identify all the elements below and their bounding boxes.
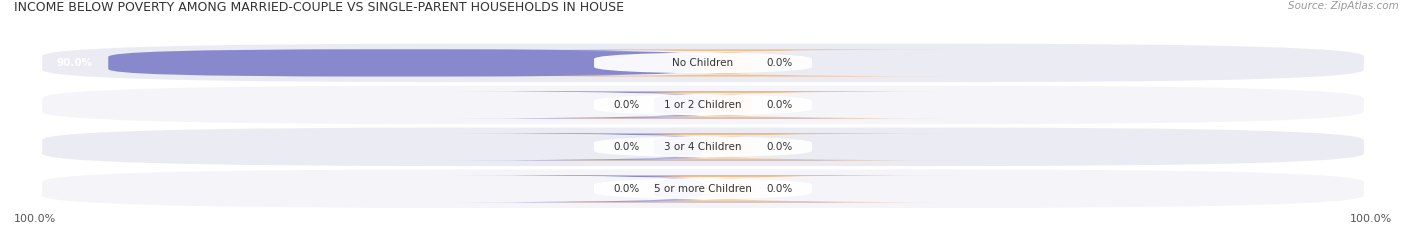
Text: 1 or 2 Children: 1 or 2 Children: [664, 100, 742, 110]
FancyBboxPatch shape: [560, 51, 846, 75]
FancyBboxPatch shape: [42, 86, 1364, 124]
FancyBboxPatch shape: [450, 133, 907, 160]
Text: 0.0%: 0.0%: [613, 142, 640, 152]
Text: 0.0%: 0.0%: [613, 184, 640, 194]
FancyBboxPatch shape: [450, 175, 907, 202]
Text: 0.0%: 0.0%: [766, 142, 793, 152]
Text: 0.0%: 0.0%: [766, 100, 793, 110]
FancyBboxPatch shape: [450, 91, 907, 119]
Text: 100.0%: 100.0%: [1350, 214, 1392, 224]
FancyBboxPatch shape: [108, 49, 703, 76]
Text: 0.0%: 0.0%: [613, 100, 640, 110]
Text: 3 or 4 Children: 3 or 4 Children: [664, 142, 742, 152]
FancyBboxPatch shape: [499, 175, 956, 202]
Text: Source: ZipAtlas.com: Source: ZipAtlas.com: [1288, 1, 1399, 11]
FancyBboxPatch shape: [42, 169, 1364, 208]
FancyBboxPatch shape: [499, 49, 956, 76]
Text: 5 or more Children: 5 or more Children: [654, 184, 752, 194]
FancyBboxPatch shape: [42, 44, 1364, 82]
FancyBboxPatch shape: [560, 93, 846, 116]
Text: 0.0%: 0.0%: [766, 184, 793, 194]
Text: INCOME BELOW POVERTY AMONG MARRIED-COUPLE VS SINGLE-PARENT HOUSEHOLDS IN HOUSE: INCOME BELOW POVERTY AMONG MARRIED-COUPL…: [14, 1, 624, 14]
Text: No Children: No Children: [672, 58, 734, 68]
Text: 0.0%: 0.0%: [766, 58, 793, 68]
FancyBboxPatch shape: [42, 127, 1364, 166]
Text: 100.0%: 100.0%: [14, 214, 56, 224]
FancyBboxPatch shape: [560, 177, 846, 200]
FancyBboxPatch shape: [499, 91, 956, 119]
FancyBboxPatch shape: [499, 133, 956, 160]
FancyBboxPatch shape: [560, 135, 846, 158]
Text: 90.0%: 90.0%: [56, 58, 93, 68]
